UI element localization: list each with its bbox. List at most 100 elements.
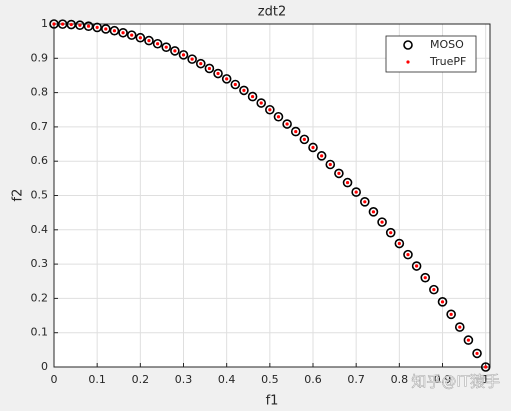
truepf-point (380, 220, 384, 224)
y-tick-label: 0.5 (31, 189, 49, 202)
truepf-point (69, 22, 73, 27)
moso-point (377, 217, 387, 227)
moso-point (403, 249, 413, 260)
y-axis-label: f2 (11, 189, 26, 202)
x-tick-label: 0.2 (132, 373, 150, 386)
truepf-point (86, 24, 91, 28)
truepf-point (156, 42, 160, 46)
moso-point (92, 22, 102, 33)
moso-point (256, 98, 267, 108)
truepf-point (484, 365, 488, 369)
truepf-point (397, 241, 401, 246)
legend-label: TruePF (429, 55, 466, 68)
moso-point (135, 32, 146, 43)
moso-point (368, 207, 379, 217)
moso-point (342, 177, 353, 188)
truepf-point (389, 231, 393, 235)
moso-point (178, 50, 189, 60)
moso-point (325, 159, 336, 170)
moso-point (170, 46, 180, 56)
y-tick-label: 0 (41, 360, 48, 373)
y-tick-label: 0.9 (31, 51, 49, 64)
truepf-point (190, 57, 194, 61)
truepf-point (181, 53, 186, 57)
moso-point (144, 35, 154, 46)
truepf-point (225, 77, 229, 81)
truepf-point (199, 62, 203, 66)
moso-point (204, 63, 215, 74)
moso-point (290, 126, 301, 137)
truepf-point (345, 181, 350, 185)
truepf-point (449, 312, 453, 316)
x-tick-label: 0.7 (347, 373, 365, 386)
x-tick-label: 0.9 (434, 373, 452, 386)
truepf-point (268, 108, 272, 112)
moso-point (101, 24, 111, 34)
truepf-point (104, 27, 108, 31)
moso-point (394, 238, 405, 249)
legend-marker (406, 60, 410, 64)
truepf-point (328, 162, 332, 167)
moso-point (463, 335, 474, 345)
moso-point (360, 197, 370, 207)
truepf-point (294, 129, 298, 134)
moso-point (472, 348, 482, 359)
moso-point (152, 38, 163, 49)
y-tick-label: 0.3 (31, 257, 49, 270)
x-tick-label: 0 (51, 373, 58, 386)
x-axis-label: f1 (266, 394, 279, 409)
truepf-point (147, 39, 151, 43)
moso-point (420, 272, 431, 283)
x-tick-label: 0.1 (88, 373, 106, 386)
y-tick-label: 0.4 (31, 223, 49, 236)
moso-point (411, 261, 422, 271)
y-tick-label: 1 (41, 17, 48, 30)
moso-point (247, 91, 258, 102)
x-tick-label: 1 (482, 373, 489, 386)
truepf-point (52, 22, 56, 26)
axes-box (53, 23, 491, 368)
moso-point (437, 297, 448, 307)
truepf-point (112, 29, 117, 33)
moso-point (195, 58, 206, 69)
truepf-point (337, 171, 341, 176)
x-tick-label: 0.3 (175, 373, 193, 386)
moso-point (273, 111, 284, 122)
legend-box (385, 35, 477, 73)
moso-point (187, 54, 197, 64)
truepf-point (466, 338, 471, 342)
truepf-point (311, 145, 315, 150)
moso-point (221, 74, 232, 84)
moso-point (454, 322, 465, 332)
truepf-point (242, 88, 246, 93)
moso-point (213, 68, 223, 79)
truepf-point (130, 33, 134, 37)
truepf-point (458, 325, 462, 329)
truepf-point (61, 22, 65, 26)
moso-point (230, 79, 241, 90)
truepf-point (432, 288, 436, 292)
truepf-point (276, 115, 281, 119)
moso-point (429, 284, 439, 295)
moso-point (316, 151, 327, 161)
truepf-point (138, 36, 142, 40)
truepf-point (363, 200, 367, 204)
truepf-point (78, 23, 82, 27)
truepf-point (371, 210, 376, 214)
moso-point (109, 25, 120, 36)
truepf-point (423, 276, 427, 280)
moso-point (282, 119, 292, 129)
x-tick-label: 0.8 (391, 373, 409, 386)
y-tick-label: 0.2 (31, 291, 49, 304)
y-tick-label: 0.8 (31, 86, 49, 99)
truepf-point (259, 101, 263, 105)
legend-marker (403, 40, 413, 50)
moso-point (334, 168, 344, 179)
truepf-point (406, 253, 410, 257)
truepf-point (173, 49, 177, 53)
truepf-point (95, 25, 99, 30)
moso-point (308, 142, 318, 153)
chart-title: zdt2 (258, 5, 286, 20)
truepf-point (320, 154, 324, 158)
